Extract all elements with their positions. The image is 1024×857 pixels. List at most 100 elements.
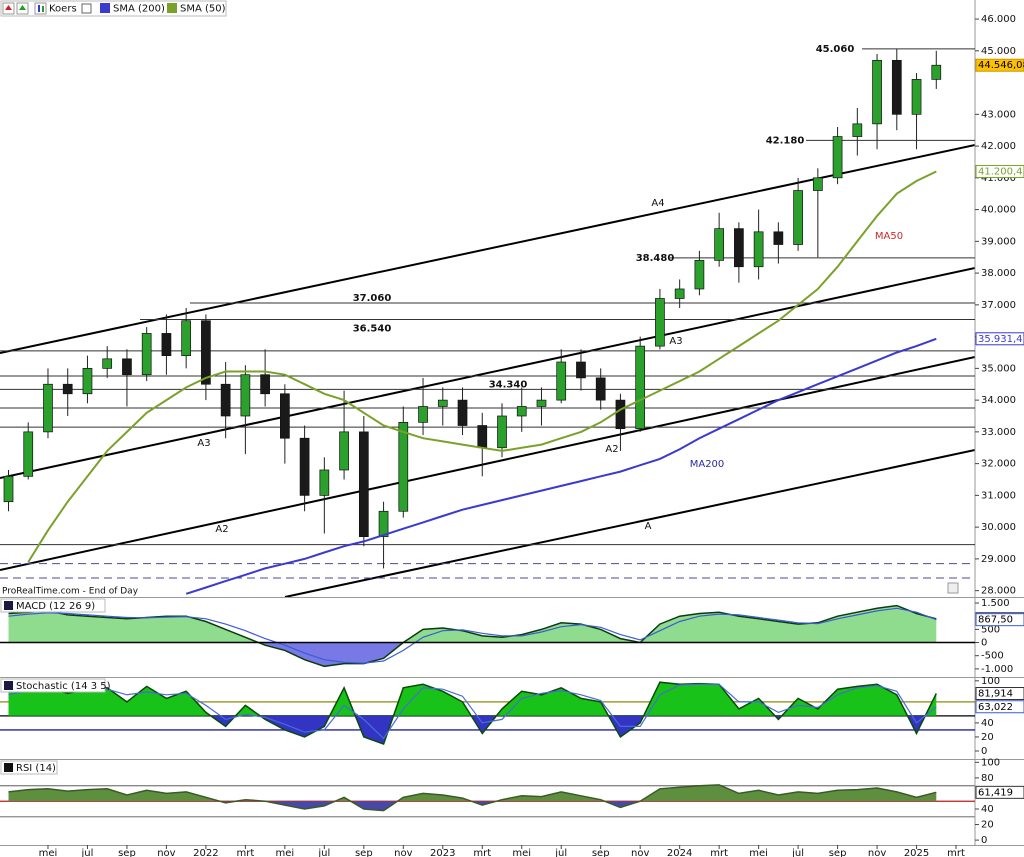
area-up (8, 682, 937, 716)
y-tick-label: 38.000 (981, 268, 1016, 279)
ma-annotation: MA200 (690, 459, 725, 470)
y-tick-label: 35.000 (981, 363, 1016, 374)
level-label: 42.180 (766, 135, 805, 146)
legend: Koers SMA (200) SMA (50) (0, 0, 227, 17)
y-tick-label: 37.000 (981, 300, 1016, 311)
y-tick-label: 41.000 (981, 173, 1016, 184)
candle-body (536, 399, 547, 407)
icon (4, 763, 13, 772)
icon (947, 582, 959, 594)
candle-body (161, 333, 172, 357)
y-tick-label: 29.000 (981, 554, 1016, 565)
x-tick-label: mei (39, 848, 58, 857)
legend-label[interactable]: SMA (50) (180, 4, 226, 15)
y-tick-label: 46.000 (981, 14, 1016, 25)
value-box (975, 686, 1024, 700)
candles (3, 48, 942, 569)
x-tick-label: sep (829, 848, 847, 857)
y-tick-label: -1.000 (981, 664, 1013, 675)
x-tick-label: mrt (710, 848, 728, 857)
icon (38, 5, 40, 12)
legend-swatch (167, 3, 177, 13)
x-tick-label: mrt (236, 848, 254, 857)
candle-body (398, 421, 409, 512)
icon (4, 601, 13, 610)
legend-label[interactable]: Koers (49, 4, 77, 15)
channel-line (0, 144, 975, 354)
candle-body (753, 231, 764, 268)
channel-label: A3 (669, 336, 682, 347)
level-label: 34.340 (489, 379, 528, 390)
x-tick-label: sep (592, 848, 610, 857)
x-tick-label: 2023 (430, 848, 455, 857)
ma-annotation: MA50 (875, 231, 903, 242)
value-label: 81,914 (978, 688, 1013, 699)
y-tick-label: 40 (981, 718, 994, 729)
signal-line (8, 607, 937, 664)
candle-body (122, 358, 132, 376)
value-box (975, 332, 1024, 346)
indicator-line (8, 681, 937, 745)
y-tick-label: 40 (981, 804, 994, 815)
y-tick-label: 80 (981, 773, 994, 784)
x-tick-label: jul (317, 848, 330, 857)
y-tick-label: 39.000 (981, 236, 1016, 247)
x-tick-label: nov (631, 848, 649, 857)
panel-title: RSI (14) (16, 763, 56, 774)
candle-body (299, 437, 310, 496)
candle-body (358, 431, 369, 538)
x-tick-label: jul (81, 848, 94, 857)
level-label: 37.060 (353, 293, 392, 304)
candle-body (181, 320, 192, 357)
candle-body (793, 190, 803, 245)
x-tick-label: nov (394, 848, 412, 857)
icon (4, 681, 13, 690)
candle-body (23, 431, 34, 477)
y-tick-label: 0 (981, 638, 987, 649)
candle-body (812, 177, 823, 191)
candle-body (418, 406, 428, 423)
channel-label: A2 (215, 524, 228, 535)
x-tick-label: jul (791, 848, 804, 857)
y-tick-label: 1.500 (981, 598, 1010, 609)
candle-body (82, 368, 93, 395)
channel-label: A4 (651, 198, 664, 209)
y-tick-label: 40.000 (981, 205, 1016, 216)
y-tick-label: 100 (981, 676, 1000, 687)
value-label: 41.200,43 (978, 166, 1024, 177)
value-label: 44.546,08 (978, 60, 1024, 71)
sma-line (27, 170, 937, 563)
candle-body (280, 393, 290, 439)
candle-body (102, 358, 113, 369)
legend-label[interactable]: SMA (200) (113, 4, 165, 15)
value-label: 61,419 (978, 787, 1013, 798)
legend-box (0, 760, 58, 775)
y-tick-label: 42.000 (981, 141, 1016, 152)
candle-body (694, 260, 705, 290)
candle-body (655, 298, 665, 347)
x-tick-label: mei (276, 848, 295, 857)
candle-body (635, 345, 646, 430)
y-tick-label: 34.000 (981, 395, 1016, 406)
panel-title: MACD (12 26 9) (16, 601, 95, 612)
y-tick-label: 45.000 (981, 46, 1016, 57)
y-tick-label: -500 (981, 651, 1004, 662)
candle-body (3, 475, 14, 503)
icon[interactable] (81, 3, 92, 14)
value-box (975, 785, 1024, 799)
y-tick-label: 100 (981, 757, 1000, 768)
y-tick-label: 0 (981, 835, 987, 846)
value-box (975, 58, 1024, 72)
candle-body (220, 383, 231, 417)
x-tick-label: jul (554, 848, 567, 857)
candle-body (516, 406, 527, 417)
x-tick-label: sep (118, 848, 136, 857)
area-down (219, 801, 641, 811)
candle-body (773, 231, 784, 245)
level-label: 36.540 (353, 323, 392, 334)
y-tick-label: 43.000 (981, 109, 1016, 120)
y-tick-label: 20 (981, 820, 994, 831)
